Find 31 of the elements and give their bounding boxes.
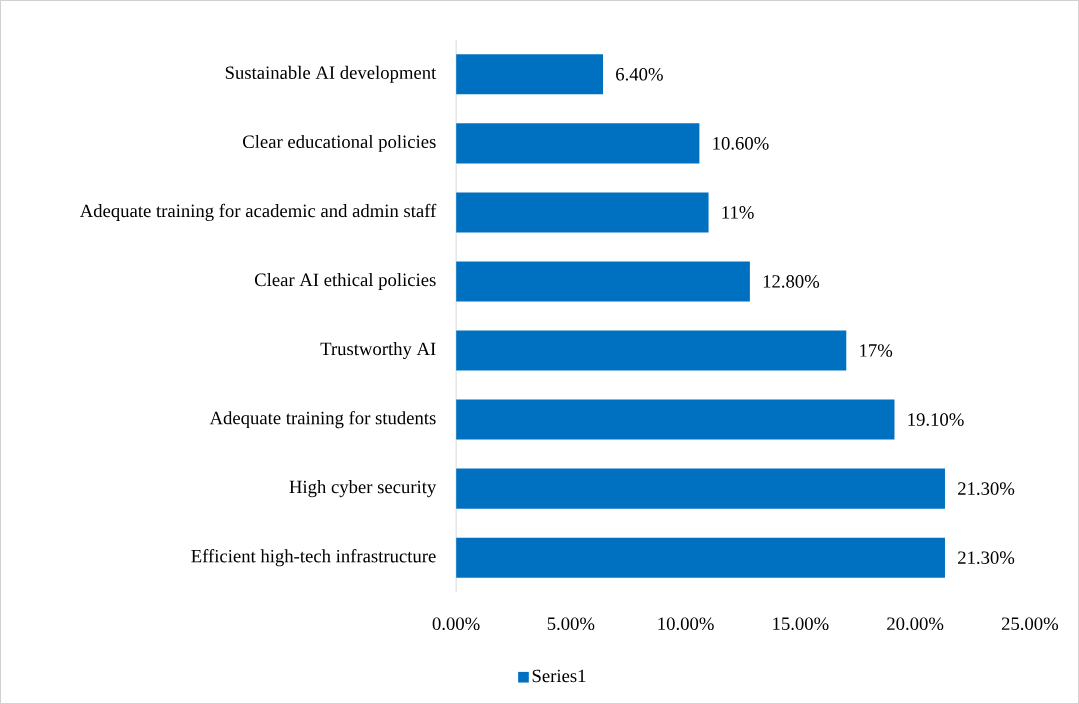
bar: [456, 123, 700, 164]
data-label: 21.30%: [958, 551, 1015, 565]
bar: [456, 54, 603, 95]
legend-label: Series1: [532, 669, 586, 683]
y-tick-label: Clear AI ethical policies: [254, 272, 436, 290]
x-tick-label: 10.00%: [658, 617, 714, 631]
y-tick-label: Adequate training for academic and admin staff: [79, 203, 437, 221]
data-label: 6.40%: [616, 67, 663, 81]
x-tick-label: 15.00%: [773, 617, 829, 631]
bar: [456, 192, 709, 233]
x-tick-label: 25.00%: [1001, 617, 1059, 631]
x-tick-label: 0.00%: [432, 617, 480, 631]
data-label: 21.30%: [958, 482, 1015, 495]
bar: [456, 330, 847, 371]
data-label: 19.10%: [908, 413, 964, 426]
y-tick-label: High cyber security: [289, 480, 437, 498]
data-label: 10.60%: [713, 137, 769, 150]
data-label: 17%: [860, 344, 893, 357]
x-tick-label: 5.00%: [547, 617, 595, 631]
data-label: 11%: [722, 206, 754, 219]
y-tick-label: Efficient high-tech infrastructure: [191, 549, 436, 567]
y-tick-label: Adequate training for students: [209, 410, 436, 429]
y-tick-label: Sustainable AI development: [225, 65, 437, 83]
bar: [456, 399, 895, 440]
bar: [456, 261, 750, 302]
data-label: 12.80%: [763, 275, 820, 288]
y-tick-label: Clear educational policies: [243, 134, 436, 152]
x-tick-label: 20.00%: [887, 617, 944, 631]
bar: [456, 537, 945, 578]
bar: [456, 468, 945, 509]
y-tick-label: Trustworthy AI: [320, 342, 436, 360]
